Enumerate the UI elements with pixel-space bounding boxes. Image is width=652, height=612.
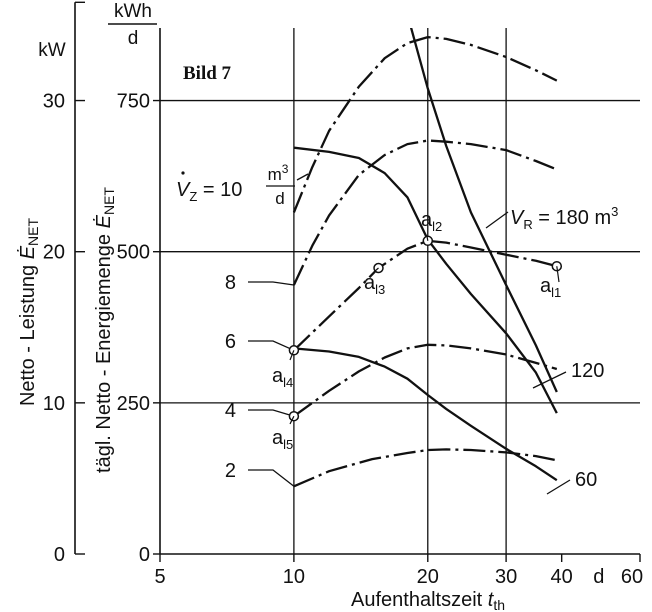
chart-title: Bild 7 [183, 63, 232, 84]
y-tick-label: 0 [139, 544, 150, 566]
volume-series-line [293, 347, 558, 482]
flow-series-label: 8 [225, 272, 236, 294]
operating-point-leader [426, 235, 429, 241]
volume-series-line [409, 28, 558, 393]
kw-tick-label: 0 [54, 544, 65, 566]
kw-tick-label: 20 [43, 242, 65, 264]
series-layer [292, 28, 558, 488]
y-tick-label: 500 [117, 242, 150, 264]
x-unit-label: d [593, 566, 604, 588]
volume-series-label: 120 [571, 360, 604, 382]
flow-series-line [292, 139, 558, 286]
y-unit-denominator: d [128, 28, 139, 49]
vz-unit-numerator: m3 [268, 162, 289, 184]
x-tick-label: 60 [621, 566, 643, 588]
flow-label-leader [248, 469, 295, 487]
vz-unit-denominator: d [275, 189, 284, 208]
kw-unit-label: kW [38, 40, 66, 61]
kw-axis-title: Netto - Leistung ĖNET [17, 218, 41, 407]
flow-series-line [293, 448, 558, 488]
kw-tick-label: 10 [43, 393, 65, 415]
operating-point-label: al2 [421, 209, 442, 234]
flow-series-label: 2 [225, 460, 236, 482]
kw-tick-label: 30 [43, 91, 65, 113]
volume-label-leader [546, 479, 571, 495]
x-tick-label: 5 [154, 566, 165, 588]
energy-axis-title: tägl. Netto - Energiemenge ĖNET [93, 187, 117, 473]
x-tick-label: 10 [283, 566, 305, 588]
grid-lines [160, 28, 640, 554]
operating-point-leader [289, 415, 295, 425]
x-axis-title: Aufenthaltszeit tth [351, 589, 505, 612]
flow-series-label: 6 [225, 331, 236, 353]
flow-label-leader [248, 281, 294, 286]
operating-point-leader [556, 266, 560, 283]
volume-series-label: 60 [575, 469, 597, 491]
flow-series-line [293, 343, 558, 418]
y-tick-label: 750 [117, 91, 150, 113]
flow-series-label: 4 [225, 400, 236, 422]
operating-point-label: al3 [364, 272, 385, 297]
vz-leader [296, 173, 309, 181]
operating-point-leader [374, 267, 379, 272]
flow-series-line [293, 239, 558, 352]
volume-series-line [293, 146, 558, 414]
vz-dot [181, 171, 185, 175]
flow-label-leader [248, 409, 295, 417]
operating-point-label: al4 [272, 365, 293, 390]
x-tick-label: 20 [417, 566, 439, 588]
vr-label: VR = 180 m3 [510, 204, 618, 232]
vz-label: VZ = 10 [176, 179, 242, 204]
y-tick-label: 250 [117, 393, 150, 415]
operating-point-leader [289, 350, 295, 361]
flow-label-leader [248, 340, 295, 351]
vr-leader [485, 211, 509, 229]
operating-point-label: al5 [272, 427, 293, 452]
flow-series-line [292, 35, 558, 213]
x-tick-label: 40 [551, 566, 573, 588]
y-unit-numerator: kWh [114, 1, 152, 22]
x-tick-label: 30 [495, 566, 517, 588]
volume-label-leader [532, 371, 567, 389]
